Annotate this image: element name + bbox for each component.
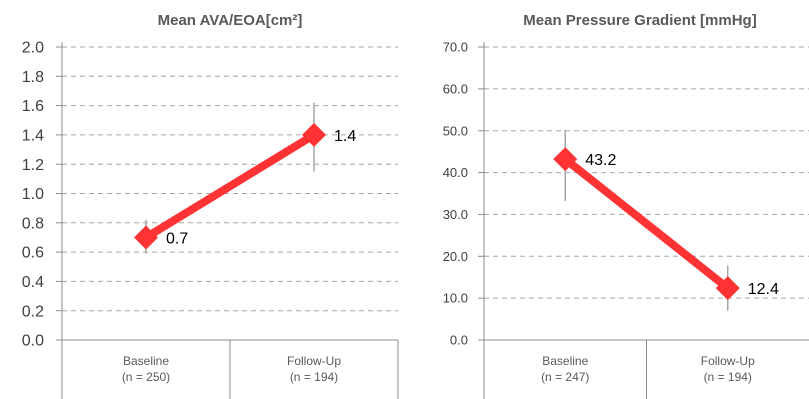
data-point-marker (553, 147, 578, 172)
category-n-label: (n = 194) (704, 370, 752, 384)
y-tick-label: 0.8 (22, 215, 44, 232)
data-point-marker (715, 276, 740, 301)
y-tick-label: 60.0 (443, 81, 468, 96)
y-tick-label: 20.0 (443, 249, 468, 264)
chart-title: Mean Pressure Gradient [mmHg] (523, 12, 756, 29)
data-point-marker (302, 122, 326, 147)
category-label: Follow-Up (701, 354, 755, 368)
data-label: 43.2 (585, 152, 616, 169)
series-line (143, 131, 317, 241)
chart-2: Mean Pressure Gradient [mmHg] 0.0 10.0 20.0… (443, 12, 809, 399)
y-tick-label: 40.0 (443, 165, 468, 180)
y-tick-label: 50.0 (443, 123, 468, 138)
category-n-label: (n = 247) (541, 370, 589, 384)
y-tick-label: 1.6 (22, 98, 44, 115)
data-label: 0.7 (166, 230, 188, 247)
y-tick-label: 1.2 (22, 157, 44, 174)
y-tick-label: 0.0 (450, 333, 468, 348)
y-tick-label: 30.0 (443, 207, 468, 222)
y-tick-label: 1.8 (22, 69, 44, 86)
category-n-label: (n = 250) (122, 370, 170, 384)
series-line (562, 156, 731, 292)
category-label: Follow-Up (287, 354, 341, 368)
y-tick-label: 0.2 (22, 303, 44, 320)
y-tick-label: 0.4 (22, 274, 44, 291)
data-point-marker (134, 225, 158, 250)
y-tick-label: 1.0 (22, 186, 44, 203)
y-tick-label: 2.0 (22, 40, 44, 57)
y-tick-label: 10.0 (443, 291, 468, 306)
y-tick-label: 1.4 (22, 128, 44, 145)
y-tick-label: 70.0 (443, 40, 468, 55)
category-label: Baseline (542, 354, 588, 368)
data-label: 12.4 (748, 281, 779, 298)
y-tick-label: 0.6 (22, 245, 44, 262)
y-tick-label: 0.0 (22, 333, 44, 350)
category-label: Baseline (123, 354, 169, 368)
chart-title: Mean AVA/EOA[cm²] (158, 12, 303, 29)
data-label: 1.4 (334, 128, 356, 145)
chart-1: Mean AVA/EOA[cm²] 0.0 0.2 0.4 0.6 0.8 1.0 1.2 1.… (22, 12, 399, 399)
category-n-label: (n = 194) (290, 370, 338, 384)
